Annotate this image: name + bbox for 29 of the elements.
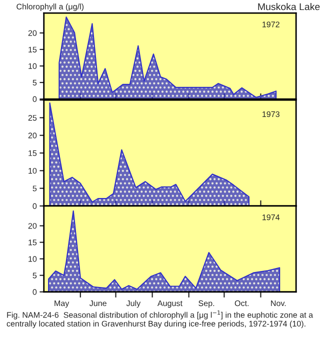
y-tick-label: 0: [32, 96, 37, 102]
y-axis-title: Chlorophyll a (μg/l): [16, 4, 84, 12]
annotation: 1973: [262, 111, 280, 118]
text: Fig. NAM-24-6 Seasonal distribution of chlorophyll a [μg l$^{−1}$] in the euphotic zone at a centrally located station in Gravenhurst Bay during ice-free periods, 1972-1974 (10).: [6, 310, 314, 328]
y-tick-label: 25: [28, 114, 37, 121]
annotation: 1972: [262, 22, 280, 28]
x-tick-label: June: [89, 300, 106, 306]
y-tick-label: 5: [32, 272, 37, 278]
y-tick-label: 20: [28, 223, 37, 229]
chart-title: Muskoka Lake: [258, 3, 320, 10]
y-tick-label: 10: [28, 63, 37, 69]
y-tick-label: 20: [28, 132, 37, 138]
annotation: 1974: [262, 214, 280, 220]
y-tick-label: 15: [28, 150, 37, 156]
y-tick-label: 15: [28, 240, 37, 246]
y-tick-label: 5: [32, 80, 37, 86]
y-tick-label: 15: [28, 46, 37, 52]
y-tick-label: 20: [28, 30, 37, 36]
y-tick-label: 10: [28, 168, 37, 174]
y-tick-label: 0: [32, 289, 37, 295]
y-tick-label: 0: [32, 203, 37, 209]
x-tick-label: May: [54, 300, 70, 308]
x-tick-label: Sep.: [198, 300, 214, 308]
x-tick-label: July: [126, 300, 141, 308]
x-tick-label: Nov.: [271, 300, 286, 306]
x-tick-label: Oct.: [234, 300, 249, 306]
x-tick-label: August: [157, 300, 182, 308]
y-tick-label: 10: [28, 256, 37, 262]
y-tick-label: 5: [32, 186, 37, 192]
